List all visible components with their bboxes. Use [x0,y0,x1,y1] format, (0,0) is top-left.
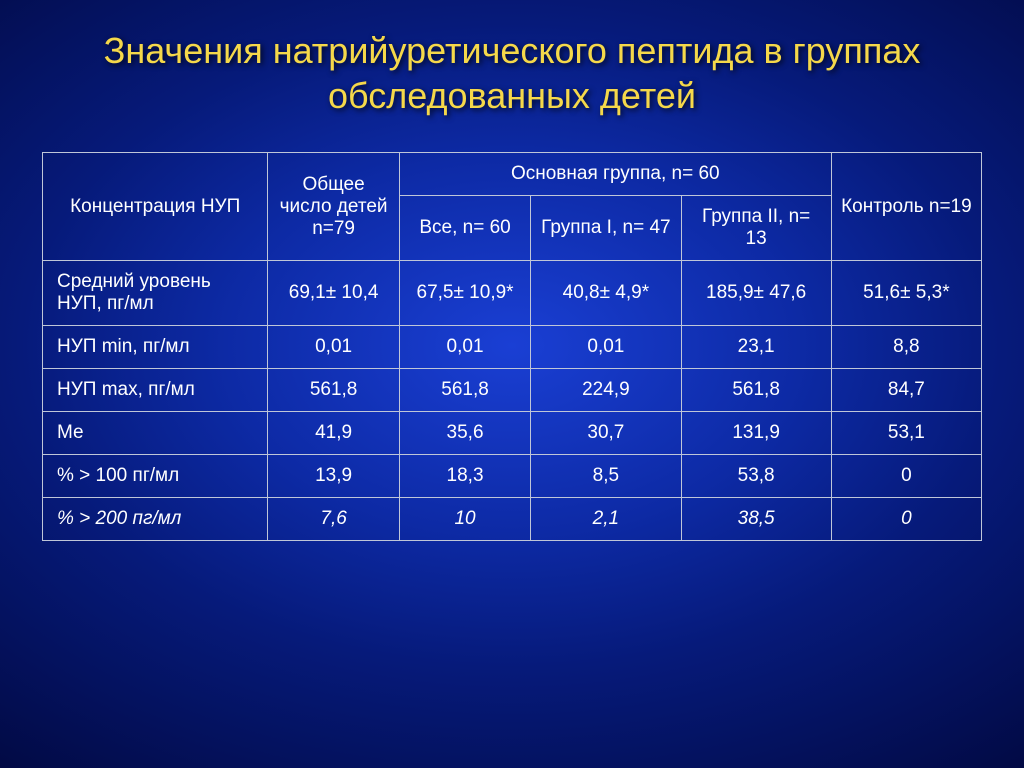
data-cell: 2,1 [531,498,681,541]
header-main-group: Основная группа, n= 60 [399,153,831,196]
data-cell: 53,1 [831,412,981,455]
data-cell: 40,8± 4,9* [531,261,681,326]
row-label: Средний уровень НУП, пг/мл [43,261,268,326]
header-group2: Группа II, n= 13 [681,196,831,261]
table-row: Средний уровень НУП, пг/мл69,1± 10,467,5… [43,261,982,326]
data-cell: 224,9 [531,369,681,412]
row-label: % > 200 пг/мл [43,498,268,541]
data-cell: 38,5 [681,498,831,541]
data-cell: 30,7 [531,412,681,455]
table-row: НУП min, пг/мл0,010,010,0123,18,8 [43,326,982,369]
slide-container: { "colors": { "title": "#f5d84a", "text"… [0,0,1024,768]
header-total: Общее число детей n=79 [268,153,399,261]
row-label: Ме [43,412,268,455]
table-body: Средний уровень НУП, пг/мл69,1± 10,467,5… [43,261,982,541]
data-cell: 561,8 [399,369,530,412]
data-table: Концентрация НУП Общее число детей n=79 … [42,152,982,541]
data-cell: 18,3 [399,455,530,498]
data-cell: 53,8 [681,455,831,498]
data-cell: 84,7 [831,369,981,412]
row-label: НУП min, пг/мл [43,326,268,369]
data-cell: 13,9 [268,455,399,498]
data-cell: 8,8 [831,326,981,369]
data-cell: 67,5± 10,9* [399,261,530,326]
data-cell: 41,9 [268,412,399,455]
header-concentration: Концентрация НУП [43,153,268,261]
data-cell: 51,6± 5,3* [831,261,981,326]
data-cell: 561,8 [681,369,831,412]
header-control: Контроль n=19 [831,153,981,261]
table-header: Концентрация НУП Общее число детей n=79 … [43,153,982,261]
data-cell: 69,1± 10,4 [268,261,399,326]
table-row: НУП max, пг/мл561,8561,8224,9561,884,7 [43,369,982,412]
row-label: % > 100 пг/мл [43,455,268,498]
data-cell: 35,6 [399,412,530,455]
data-cell: 0 [831,455,981,498]
data-cell: 131,9 [681,412,831,455]
data-cell: 561,8 [268,369,399,412]
data-cell: 0,01 [399,326,530,369]
data-cell: 0,01 [531,326,681,369]
data-cell: 0,01 [268,326,399,369]
data-cell: 8,5 [531,455,681,498]
table-row: % > 200 пг/мл7,6102,138,50 [43,498,982,541]
header-all: Все, n= 60 [399,196,530,261]
table-row: Ме41,935,630,7131,953,1 [43,412,982,455]
data-cell: 10 [399,498,530,541]
row-label: НУП max, пг/мл [43,369,268,412]
table-row: % > 100 пг/мл13,918,38,553,80 [43,455,982,498]
data-cell: 185,9± 47,6 [681,261,831,326]
data-cell: 7,6 [268,498,399,541]
slide-title: Значения натрийуретического пептида в гр… [42,28,982,118]
data-cell: 0 [831,498,981,541]
header-group1: Группа I, n= 47 [531,196,681,261]
data-cell: 23,1 [681,326,831,369]
